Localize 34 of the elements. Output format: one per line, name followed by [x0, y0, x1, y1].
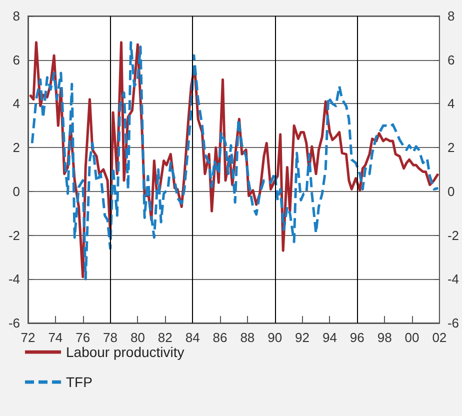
y-tick-label: -2 — [8, 228, 20, 243]
x-tick-label: 78 — [103, 330, 118, 345]
legend-label: Labour productivity — [66, 344, 184, 360]
y-tick-label: 4 — [12, 96, 20, 112]
y-tick-label: 6 — [12, 52, 20, 68]
x-tick-label: 74 — [48, 330, 63, 345]
x-tick-label: 80 — [130, 330, 145, 345]
x-tick-label: 92 — [295, 330, 310, 345]
y2-tick-label: -4 — [447, 272, 460, 287]
x-tick-label: 88 — [240, 330, 255, 345]
y2-tick-label: 6 — [447, 52, 455, 68]
y2-tick-label: 2 — [447, 140, 455, 156]
y2-tick-label: -2 — [447, 228, 460, 243]
x-tick-label: 72 — [20, 330, 36, 345]
x-tick-label: 86 — [212, 330, 228, 345]
y-tick-label: -4 — [8, 272, 20, 287]
y2-tick-label: 0 — [447, 184, 455, 199]
y-tick-label: 0 — [12, 184, 20, 199]
x-tick-label: 96 — [350, 330, 364, 345]
x-tick-label: 90 — [268, 330, 282, 345]
x-tick-label: 82 — [158, 330, 172, 345]
legend-label: TFP — [66, 374, 92, 390]
x-tick-label: 94 — [322, 330, 337, 345]
y-tick-label: -6 — [8, 316, 20, 330]
y2-tick-label: -6 — [447, 316, 460, 330]
y2-tick-label: 4 — [447, 96, 455, 112]
x-tick-label: 84 — [185, 330, 200, 345]
x-tick-label: 76 — [76, 330, 90, 345]
y-tick-label: 8 — [12, 8, 20, 24]
x-tick-label: 98 — [377, 330, 392, 345]
x-tick-label: 02 — [432, 330, 447, 345]
y2-tick-label: 8 — [447, 8, 455, 24]
x-tick-label: 00 — [404, 330, 420, 345]
y-tick-label: 2 — [12, 140, 20, 156]
